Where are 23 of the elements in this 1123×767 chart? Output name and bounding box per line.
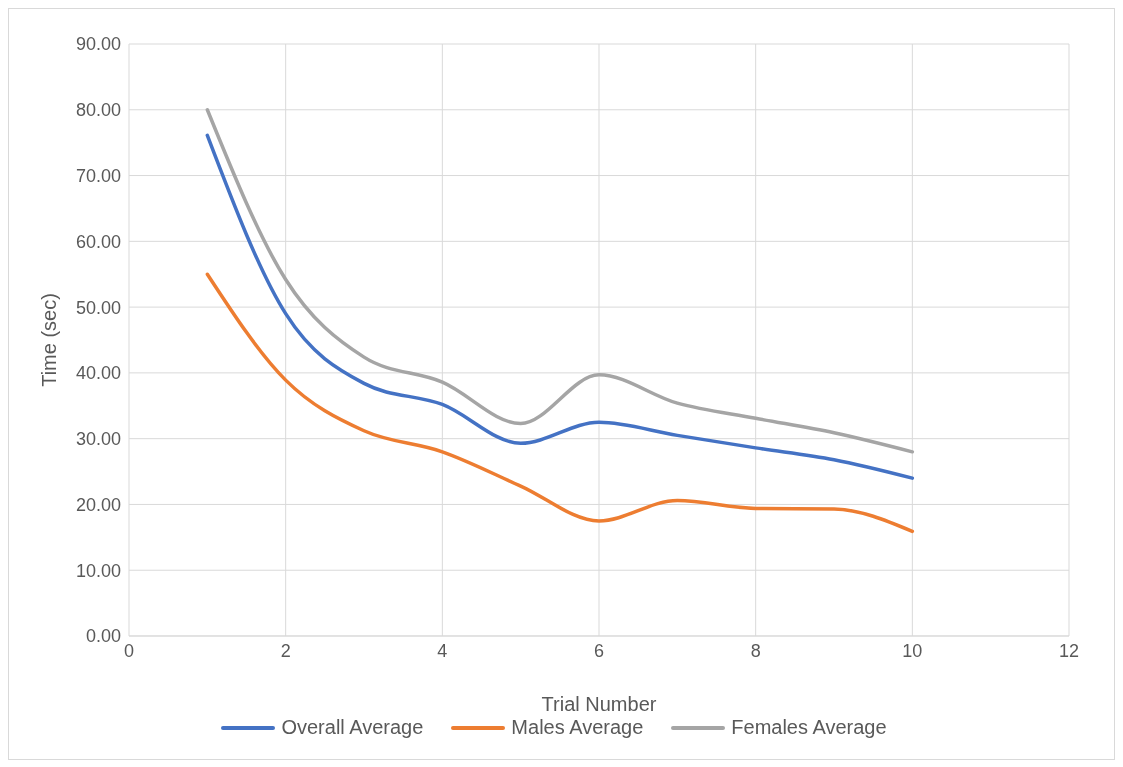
legend-label: Males Average [511,716,644,739]
legend-label: Overall Average [281,716,424,739]
line-series [205,272,915,534]
x-tick-label: 12 [1058,640,1080,661]
y-tick-label: 10.00 [75,560,121,581]
y-tick-label: 50.00 [75,297,121,318]
x-tick-label: 6 [593,640,605,661]
legend-label: Females Average [731,716,887,739]
x-tick-label: 10 [902,640,923,661]
y-tick-label: 0.00 [85,626,121,647]
x-tick-label: 0 [123,640,135,661]
y-tick-label: 80.00 [75,100,121,121]
x-axis-title: Trial Number [541,693,657,715]
y-tick-label: 70.00 [75,165,121,186]
y-tick-label: 90.00 [75,34,121,55]
y-tick-label: 60.00 [75,231,121,252]
x-tick-label: 8 [750,640,761,661]
x-tick-label: 2 [280,640,291,661]
y-tick-label: 30.00 [75,429,121,450]
x-tick-label: 4 [437,640,448,661]
y-axis-title: Time (sec) [38,293,61,387]
y-tick-label: 40.00 [75,363,121,384]
y-tick-label: 20.00 [75,494,121,515]
